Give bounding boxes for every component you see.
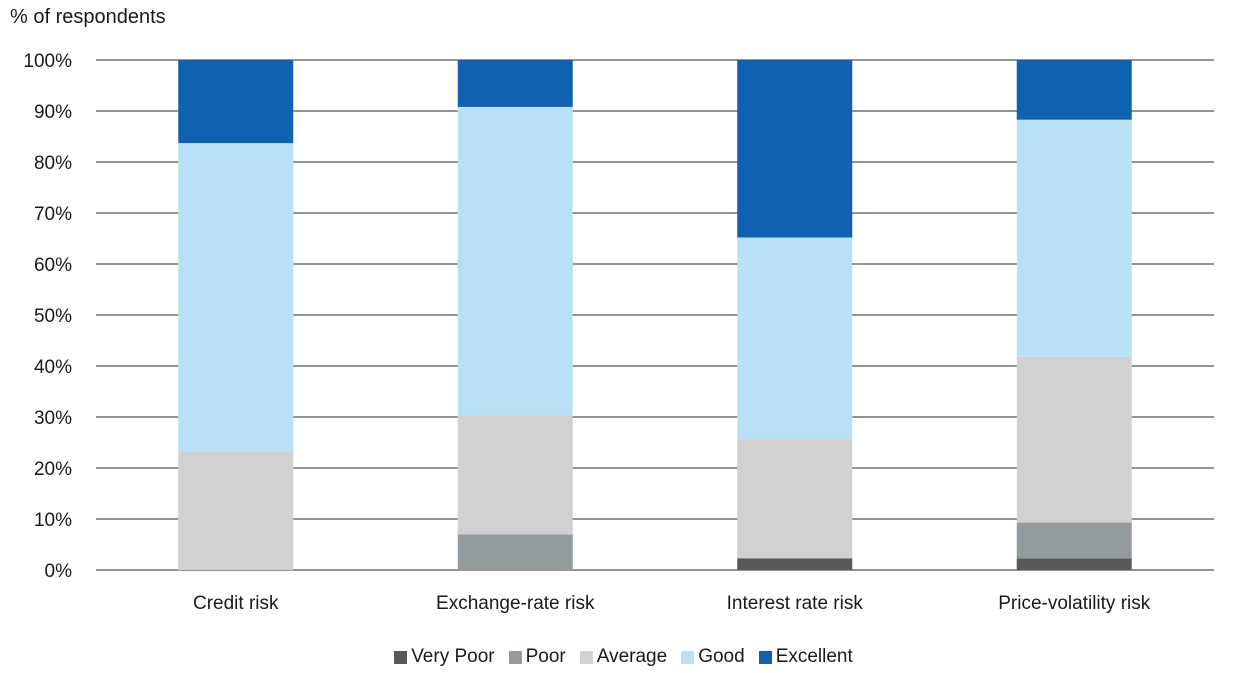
bar-segment — [737, 439, 853, 559]
bar-segment — [178, 451, 294, 570]
y-tick-label: 20% — [34, 459, 72, 480]
legend-label: Excellent — [775, 646, 853, 667]
x-tick-label: Credit risk — [193, 593, 279, 614]
x-tick-label: Exchange-rate risk — [436, 593, 595, 614]
y-tick-label: 100% — [23, 51, 72, 72]
bar-segment — [1016, 558, 1132, 570]
legend-swatch — [758, 650, 772, 664]
y-tick-label: 0% — [45, 561, 73, 582]
y-tick-label: 40% — [34, 357, 72, 378]
legend-label: Poor — [525, 646, 566, 667]
bar-segment — [178, 60, 294, 144]
bar-segment — [457, 415, 573, 535]
y-tick-label: 10% — [34, 510, 72, 531]
y-tick-label: 90% — [34, 102, 72, 123]
legend-swatch — [681, 650, 695, 664]
legend-item: Good — [681, 646, 745, 668]
bar-segment — [737, 237, 853, 440]
bar-segment — [1016, 522, 1132, 559]
bar-segment — [457, 60, 573, 107]
bar-segment — [1016, 119, 1132, 357]
legend-label: Average — [596, 646, 668, 667]
y-tick-label: 80% — [34, 153, 72, 174]
legend-item: Very Poor — [394, 646, 495, 668]
bar-segment — [1016, 60, 1132, 120]
y-axis-title: % of respondents — [10, 6, 166, 28]
y-tick-label: 60% — [34, 255, 72, 276]
y-tick-label: 70% — [34, 204, 72, 225]
bar-segment — [737, 558, 853, 570]
bar-segment — [457, 534, 573, 570]
legend-item: Poor — [508, 646, 566, 668]
legend-label: Good — [698, 646, 745, 667]
legend-swatch — [579, 650, 593, 664]
legend-swatch — [508, 650, 522, 664]
legend: Very Poor Poor Average Good Excellent — [0, 646, 1247, 668]
legend-item: Excellent — [758, 646, 853, 668]
bar-segment — [457, 106, 573, 416]
x-tick-label: Price-volatility risk — [998, 593, 1151, 614]
legend-label: Very Poor — [411, 646, 495, 667]
legend-swatch — [394, 650, 408, 664]
y-tick-label: 30% — [34, 408, 72, 429]
bar-segment — [737, 60, 853, 238]
x-tick-labels: Credit risk Exchange-rate risk Interest ra… — [193, 593, 1151, 614]
y-tick-labels: 0% 10% 20% 30% 40% 50% 60% 70% 80% 90% 100% — [23, 51, 72, 582]
x-tick-label: Interest rate risk — [727, 593, 864, 614]
y-tick-label: 50% — [34, 306, 72, 327]
bar-segment — [1016, 356, 1132, 523]
bars — [178, 60, 1132, 570]
bar-segment — [178, 143, 294, 452]
legend-item: Average — [579, 646, 668, 668]
